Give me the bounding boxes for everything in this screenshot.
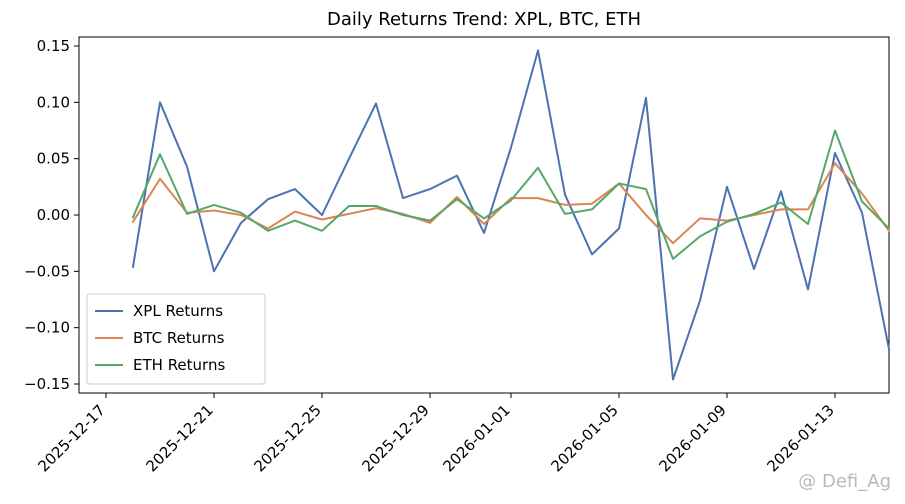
y-tick-label: −0.10 — [24, 319, 70, 337]
x-axis: 2025-12-17 2025-12-21 2025-12-25 2025-12-29… — [34, 393, 838, 475]
legend-label-eth-returns: ETH Returns — [133, 356, 225, 374]
series-line-btc-returns — [131, 162, 891, 245]
y-tick-label: 0.10 — [37, 93, 70, 111]
x-tick-label: 2025-12-25 — [250, 401, 324, 475]
y-tick-label: 0.05 — [37, 150, 70, 168]
x-tick-label: 2026-01-05 — [547, 401, 621, 475]
y-tick-label: 0.00 — [37, 206, 70, 224]
legend-label-xpl-returns: XPL Returns — [133, 302, 223, 320]
x-tick-label: 2026-01-09 — [655, 401, 729, 475]
chart-title: Daily Returns Trend: XPL, BTC, ETH — [327, 9, 641, 30]
legend-label-btc-returns: BTC Returns — [133, 329, 225, 347]
y-tick-label: 0.15 — [37, 37, 70, 55]
legend: XPL Returns BTC Returns ETH Returns — [86, 293, 266, 385]
series-lines — [131, 49, 891, 381]
y-axis: −0.15 −0.10 −0.05 0.00 0.05 0.10 0.15 — [24, 37, 79, 393]
series-line-eth-returns — [131, 129, 891, 260]
x-tick-label: 2025-12-21 — [142, 401, 216, 475]
x-tick-label: 2025-12-29 — [358, 401, 432, 475]
x-tick-label: 2026-01-13 — [763, 401, 837, 475]
y-tick-label: −0.05 — [24, 262, 70, 280]
y-tick-label: −0.15 — [24, 375, 70, 393]
legend-box — [86, 293, 266, 385]
x-tick-label: 2026-01-01 — [439, 401, 513, 475]
watermark: @ Defi_Ag — [798, 471, 891, 492]
series-line-xpl-returns — [131, 49, 891, 381]
x-tick-label: 2025-12-17 — [34, 401, 108, 475]
